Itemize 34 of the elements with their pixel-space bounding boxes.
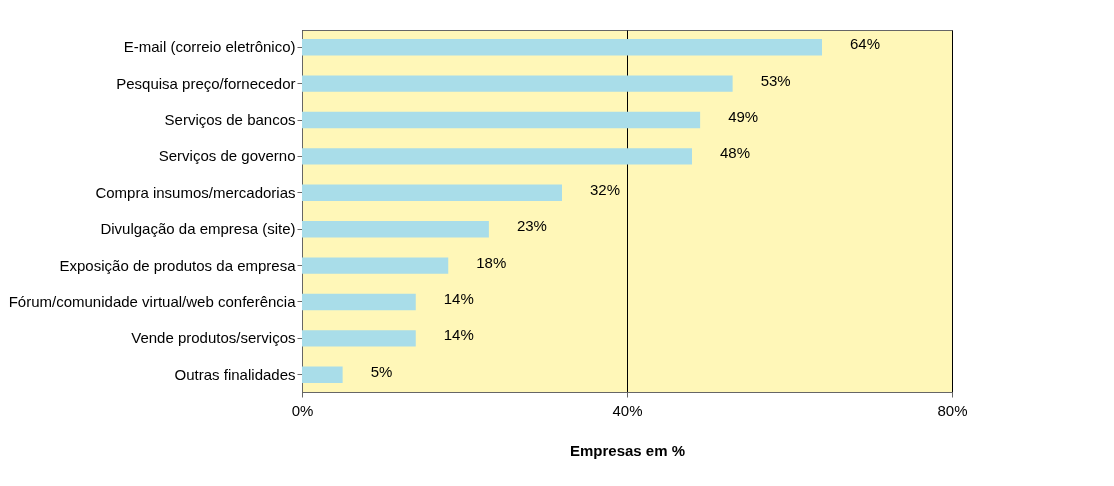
data-label: 14% bbox=[443, 289, 474, 307]
y-tick-label: Vende produtos/serviços bbox=[131, 329, 296, 347]
x-tick-label: 40% bbox=[612, 401, 643, 419]
y-tick-label: Fórum/comunidade virtual/web conferência bbox=[8, 292, 297, 310]
data-label: 49% bbox=[728, 108, 759, 126]
y-tick-label: Exposição de produtos da empresa bbox=[59, 256, 297, 274]
bar bbox=[302, 75, 733, 92]
y-tick-label: Serviços de governo bbox=[158, 147, 296, 165]
y-tick-label: Serviços de bancos bbox=[164, 111, 296, 129]
bar bbox=[302, 366, 343, 383]
data-label: 14% bbox=[443, 326, 474, 344]
bar bbox=[302, 111, 701, 129]
y-tick-label: Outras finalidades bbox=[174, 365, 296, 383]
bar bbox=[302, 330, 416, 347]
data-label: 32% bbox=[590, 180, 621, 198]
bar bbox=[302, 39, 822, 56]
bar bbox=[302, 221, 489, 238]
bar bbox=[302, 184, 562, 201]
data-label: 48% bbox=[720, 144, 751, 162]
data-label: 23% bbox=[516, 217, 547, 235]
bar bbox=[302, 293, 416, 311]
data-label: 64% bbox=[850, 35, 881, 53]
x-tick-label: 0% bbox=[291, 401, 314, 419]
bar bbox=[302, 257, 449, 274]
x-axis-title: Empresas em % bbox=[569, 441, 686, 459]
y-tick-label: E-mail (correio eletrônico) bbox=[123, 38, 296, 56]
data-label: 5% bbox=[370, 362, 393, 380]
y-tick-label: Divulgação da empresa (site) bbox=[100, 220, 296, 238]
x-tick-label: 80% bbox=[937, 401, 968, 419]
y-tick-label: Pesquisa preço/fornecedor bbox=[116, 74, 296, 92]
data-label: 18% bbox=[476, 253, 507, 271]
data-label: 53% bbox=[760, 71, 791, 89]
y-tick-label: Compra insumos/mercadorias bbox=[95, 183, 296, 201]
bar bbox=[302, 148, 692, 165]
